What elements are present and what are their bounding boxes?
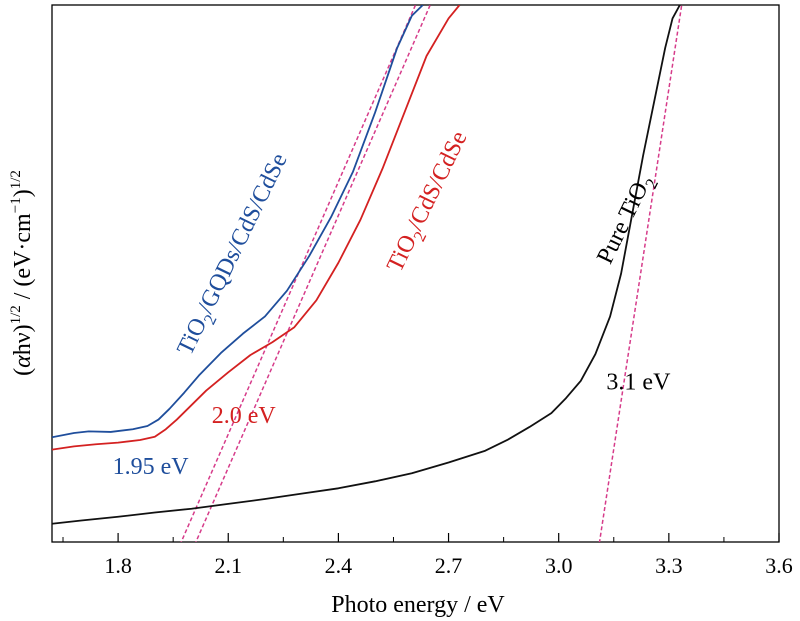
- x-tick-label-4: 3.0: [545, 553, 573, 578]
- annotation-0: 1.95 eV: [113, 454, 190, 480]
- x-tick-label-5: 3.3: [655, 553, 683, 578]
- x-axis-title: Photo energy / eV: [331, 592, 505, 618]
- series-line-1: [52, 5, 461, 451]
- fit-line-1: [195, 5, 431, 542]
- series-line-0: [52, 5, 424, 439]
- fit-line-0: [180, 5, 417, 542]
- series-labels: TiO2/GQDs/CdS/CdSe TiO2/CdS/CdSe Pure TiO2: [172, 127, 662, 361]
- fit-line-2: [598, 5, 683, 542]
- data-series: [52, 5, 681, 525]
- x-tick-label-2: 2.4: [325, 553, 353, 578]
- series-label-2: Pure TiO2: [592, 170, 662, 270]
- annotation-2: 3.1 eV: [606, 369, 671, 395]
- x-tick-label-6: 3.6: [765, 553, 793, 578]
- annotation-1: 2.0 eV: [212, 403, 277, 429]
- y-axis-title: (αhν)1/2 / (eV·cm−1)1/2: [8, 170, 36, 376]
- series-line-2: [52, 5, 681, 525]
- x-tick-label-1: 2.1: [214, 553, 242, 578]
- annotations: 1.95 eV 2.0 eV 3.1 eV: [113, 369, 671, 479]
- x-axis-ticks: 1.8 2.1 2.4 2.7 3.0 3.3 3.6: [62, 533, 793, 578]
- fit-lines: [180, 5, 683, 542]
- plot-frame: [51, 4, 780, 543]
- x-tick-label-3: 2.7: [435, 553, 463, 578]
- series-label-0: TiO2/GQDs/CdS/CdSe: [172, 149, 297, 361]
- series-label-1: TiO2/CdS/CdSe: [382, 127, 477, 278]
- x-tick-label-0: 1.8: [104, 553, 132, 578]
